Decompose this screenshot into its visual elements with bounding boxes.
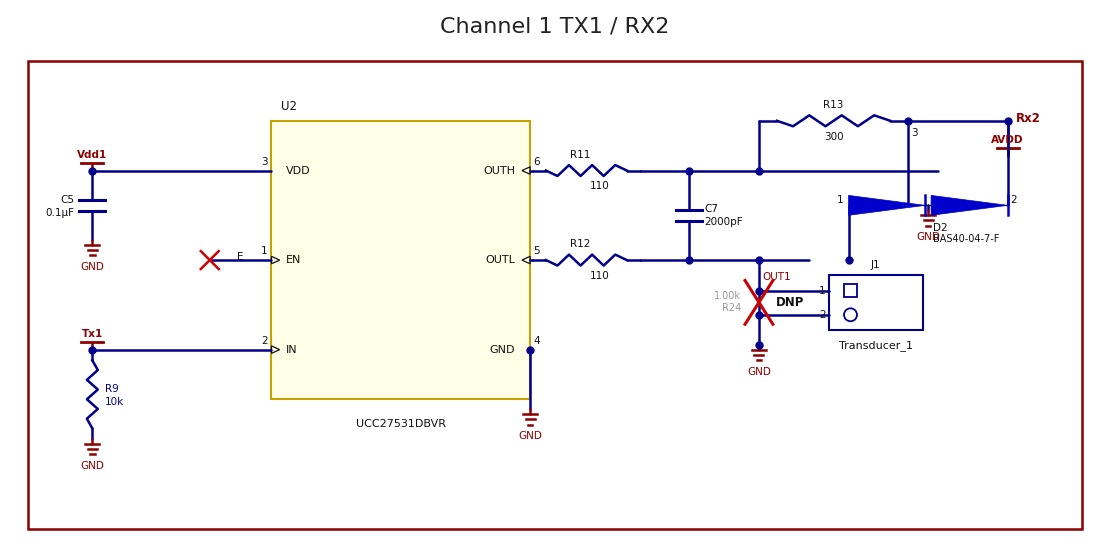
Text: GND: GND: [80, 262, 104, 272]
Bar: [28, 61, 1082, 529]
Text: GND: GND: [80, 461, 104, 471]
Text: 0.1µF: 0.1µF: [46, 208, 74, 218]
Polygon shape: [848, 195, 925, 215]
Text: 4: 4: [533, 336, 539, 345]
Text: 1: 1: [261, 246, 268, 256]
Text: C7: C7: [704, 205, 718, 214]
FancyBboxPatch shape: [272, 121, 531, 399]
Text: Channel 1 TX1 / RX2: Channel 1 TX1 / RX2: [441, 16, 669, 36]
Text: GND: GND: [490, 345, 515, 355]
Text: E: E: [236, 252, 243, 262]
Text: GND: GND: [916, 232, 940, 242]
Text: Rx2: Rx2: [1016, 112, 1040, 125]
Text: 2: 2: [261, 336, 268, 345]
Text: BAS40-04-7-F: BAS40-04-7-F: [934, 234, 999, 244]
Text: 6: 6: [533, 157, 539, 167]
Text: 110: 110: [589, 182, 609, 191]
Text: IN: IN: [286, 345, 297, 355]
Text: 1.00k: 1.00k: [714, 292, 741, 301]
Text: R12: R12: [569, 239, 591, 249]
Text: R11: R11: [569, 150, 591, 160]
Bar: [828, 275, 924, 329]
Text: AVDD: AVDD: [991, 135, 1023, 145]
Text: GND: GND: [518, 431, 542, 441]
Text: Vdd1: Vdd1: [78, 150, 108, 160]
Text: 1: 1: [837, 195, 844, 205]
Text: C5: C5: [60, 195, 74, 205]
Text: 300: 300: [824, 132, 844, 142]
Text: UCC27531DBVR: UCC27531DBVR: [356, 419, 446, 429]
Text: 1: 1: [819, 286, 826, 296]
Text: OUTH: OUTH: [483, 166, 515, 175]
Text: 110: 110: [589, 271, 609, 281]
Text: DNP: DNP: [776, 296, 805, 309]
Bar: [844, 284, 857, 298]
Text: 2: 2: [1011, 195, 1017, 205]
Text: 2: 2: [819, 310, 826, 320]
Text: 2000pF: 2000pF: [704, 217, 743, 227]
Text: D2: D2: [934, 223, 948, 233]
Text: J1: J1: [871, 260, 880, 270]
Text: R24: R24: [722, 304, 741, 313]
Text: Transducer_1: Transducer_1: [839, 340, 912, 350]
Text: 3: 3: [261, 157, 268, 167]
Text: Tx1: Tx1: [82, 329, 103, 339]
Text: GND: GND: [747, 366, 771, 377]
Text: 3: 3: [911, 128, 918, 138]
Text: OUTL: OUTL: [485, 255, 515, 265]
Text: U2: U2: [282, 100, 297, 113]
Text: OUT1: OUT1: [761, 272, 790, 282]
Text: 5: 5: [533, 246, 539, 256]
Text: R13: R13: [824, 100, 844, 110]
Text: EN: EN: [286, 255, 302, 265]
Polygon shape: [931, 195, 1008, 215]
Text: VDD: VDD: [286, 166, 311, 175]
Text: 10k: 10k: [105, 397, 124, 408]
Text: R9: R9: [105, 384, 119, 394]
